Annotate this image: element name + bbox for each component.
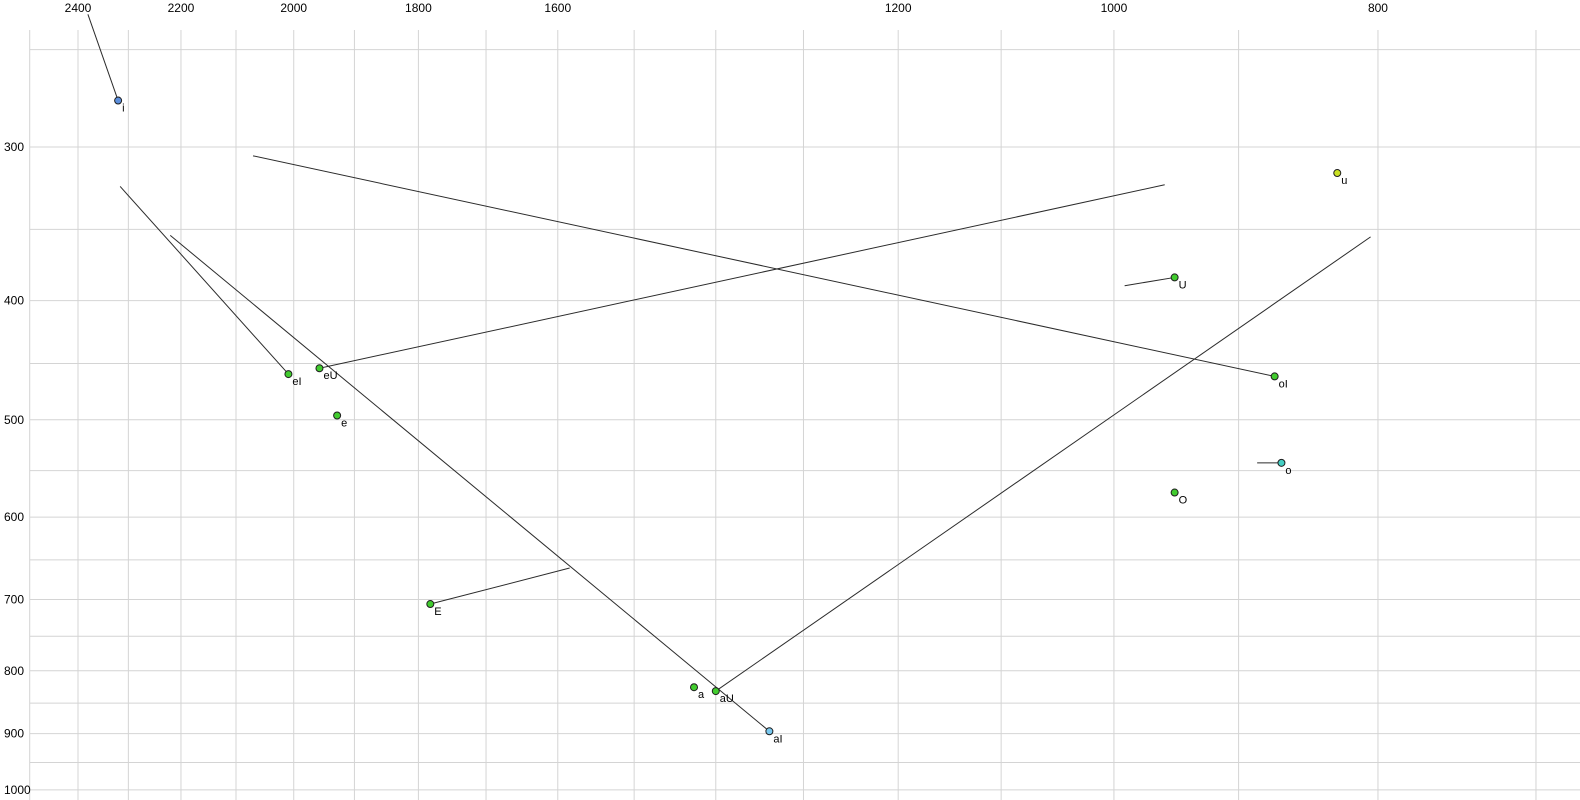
trajectory-line-E (430, 567, 570, 605)
x-axis-tick-label: 1000 (1101, 1, 1128, 15)
vowel-point-i (114, 96, 123, 105)
x-axis-tick-label: 2200 (168, 1, 195, 15)
trajectory-line-aU (715, 236, 1371, 692)
vowel-label-aI: aI (773, 733, 782, 745)
x-axis-tick-label: 2000 (280, 1, 307, 15)
x-axis-tick-label: 2400 (65, 1, 92, 15)
vowel-label-o: o (1285, 465, 1291, 477)
vowel-point-eI (284, 370, 293, 379)
vowel-label-eU: eU (323, 370, 337, 382)
trajectory-line-U (1124, 276, 1175, 287)
trajectory-line-eI (119, 186, 289, 375)
trajectory-line-oI (252, 155, 1275, 377)
trajectory-line-eU (319, 184, 1165, 369)
y-axis-tick-label: 800 (4, 664, 24, 678)
vowel-label-aU: aU (720, 693, 734, 705)
y-axis-tick-label: 500 (4, 413, 24, 427)
y-axis-tick-label: 1000 (4, 783, 31, 797)
vowel-label-i: i (122, 103, 124, 115)
vowel-label-U: U (1179, 279, 1187, 291)
y-axis-tick-label: 300 (4, 140, 24, 154)
vowel-point-a (690, 683, 699, 692)
vowel-point-aU (711, 687, 720, 696)
x-axis-tick-label: 1600 (544, 1, 571, 15)
vowel-point-o (1277, 458, 1286, 467)
vowel-label-O: O (1179, 495, 1188, 507)
y-axis-tick-label: 400 (4, 294, 24, 308)
vowel-point-u (1333, 169, 1342, 178)
vowel-label-u: u (1341, 175, 1347, 187)
vowel-label-a: a (698, 689, 705, 701)
vowel-label-eI: eI (292, 376, 301, 388)
trajectory-line-i (87, 14, 119, 101)
vowel-point-aI (765, 727, 774, 736)
x-axis-tick-label: 1800 (405, 1, 432, 15)
vowel-label-E: E (434, 606, 441, 618)
vowel-point-e (333, 411, 342, 420)
vowel-label-e: e (341, 417, 347, 429)
trajectory-line-aI (169, 235, 770, 732)
vowel-point-U (1170, 273, 1179, 282)
vowel-point-oI (1270, 372, 1279, 381)
vowel-point-O (1170, 488, 1179, 497)
vowel-point-E (426, 600, 435, 609)
vowel-point-eU (315, 364, 324, 373)
y-axis-tick-label: 900 (4, 727, 24, 741)
vowel-label-oI: oI (1279, 378, 1288, 390)
x-axis-tick-label: 800 (1368, 1, 1388, 15)
y-axis-tick-label: 600 (4, 510, 24, 524)
x-axis-tick-label: 1200 (885, 1, 912, 15)
y-axis-tick-label: 700 (4, 592, 24, 606)
